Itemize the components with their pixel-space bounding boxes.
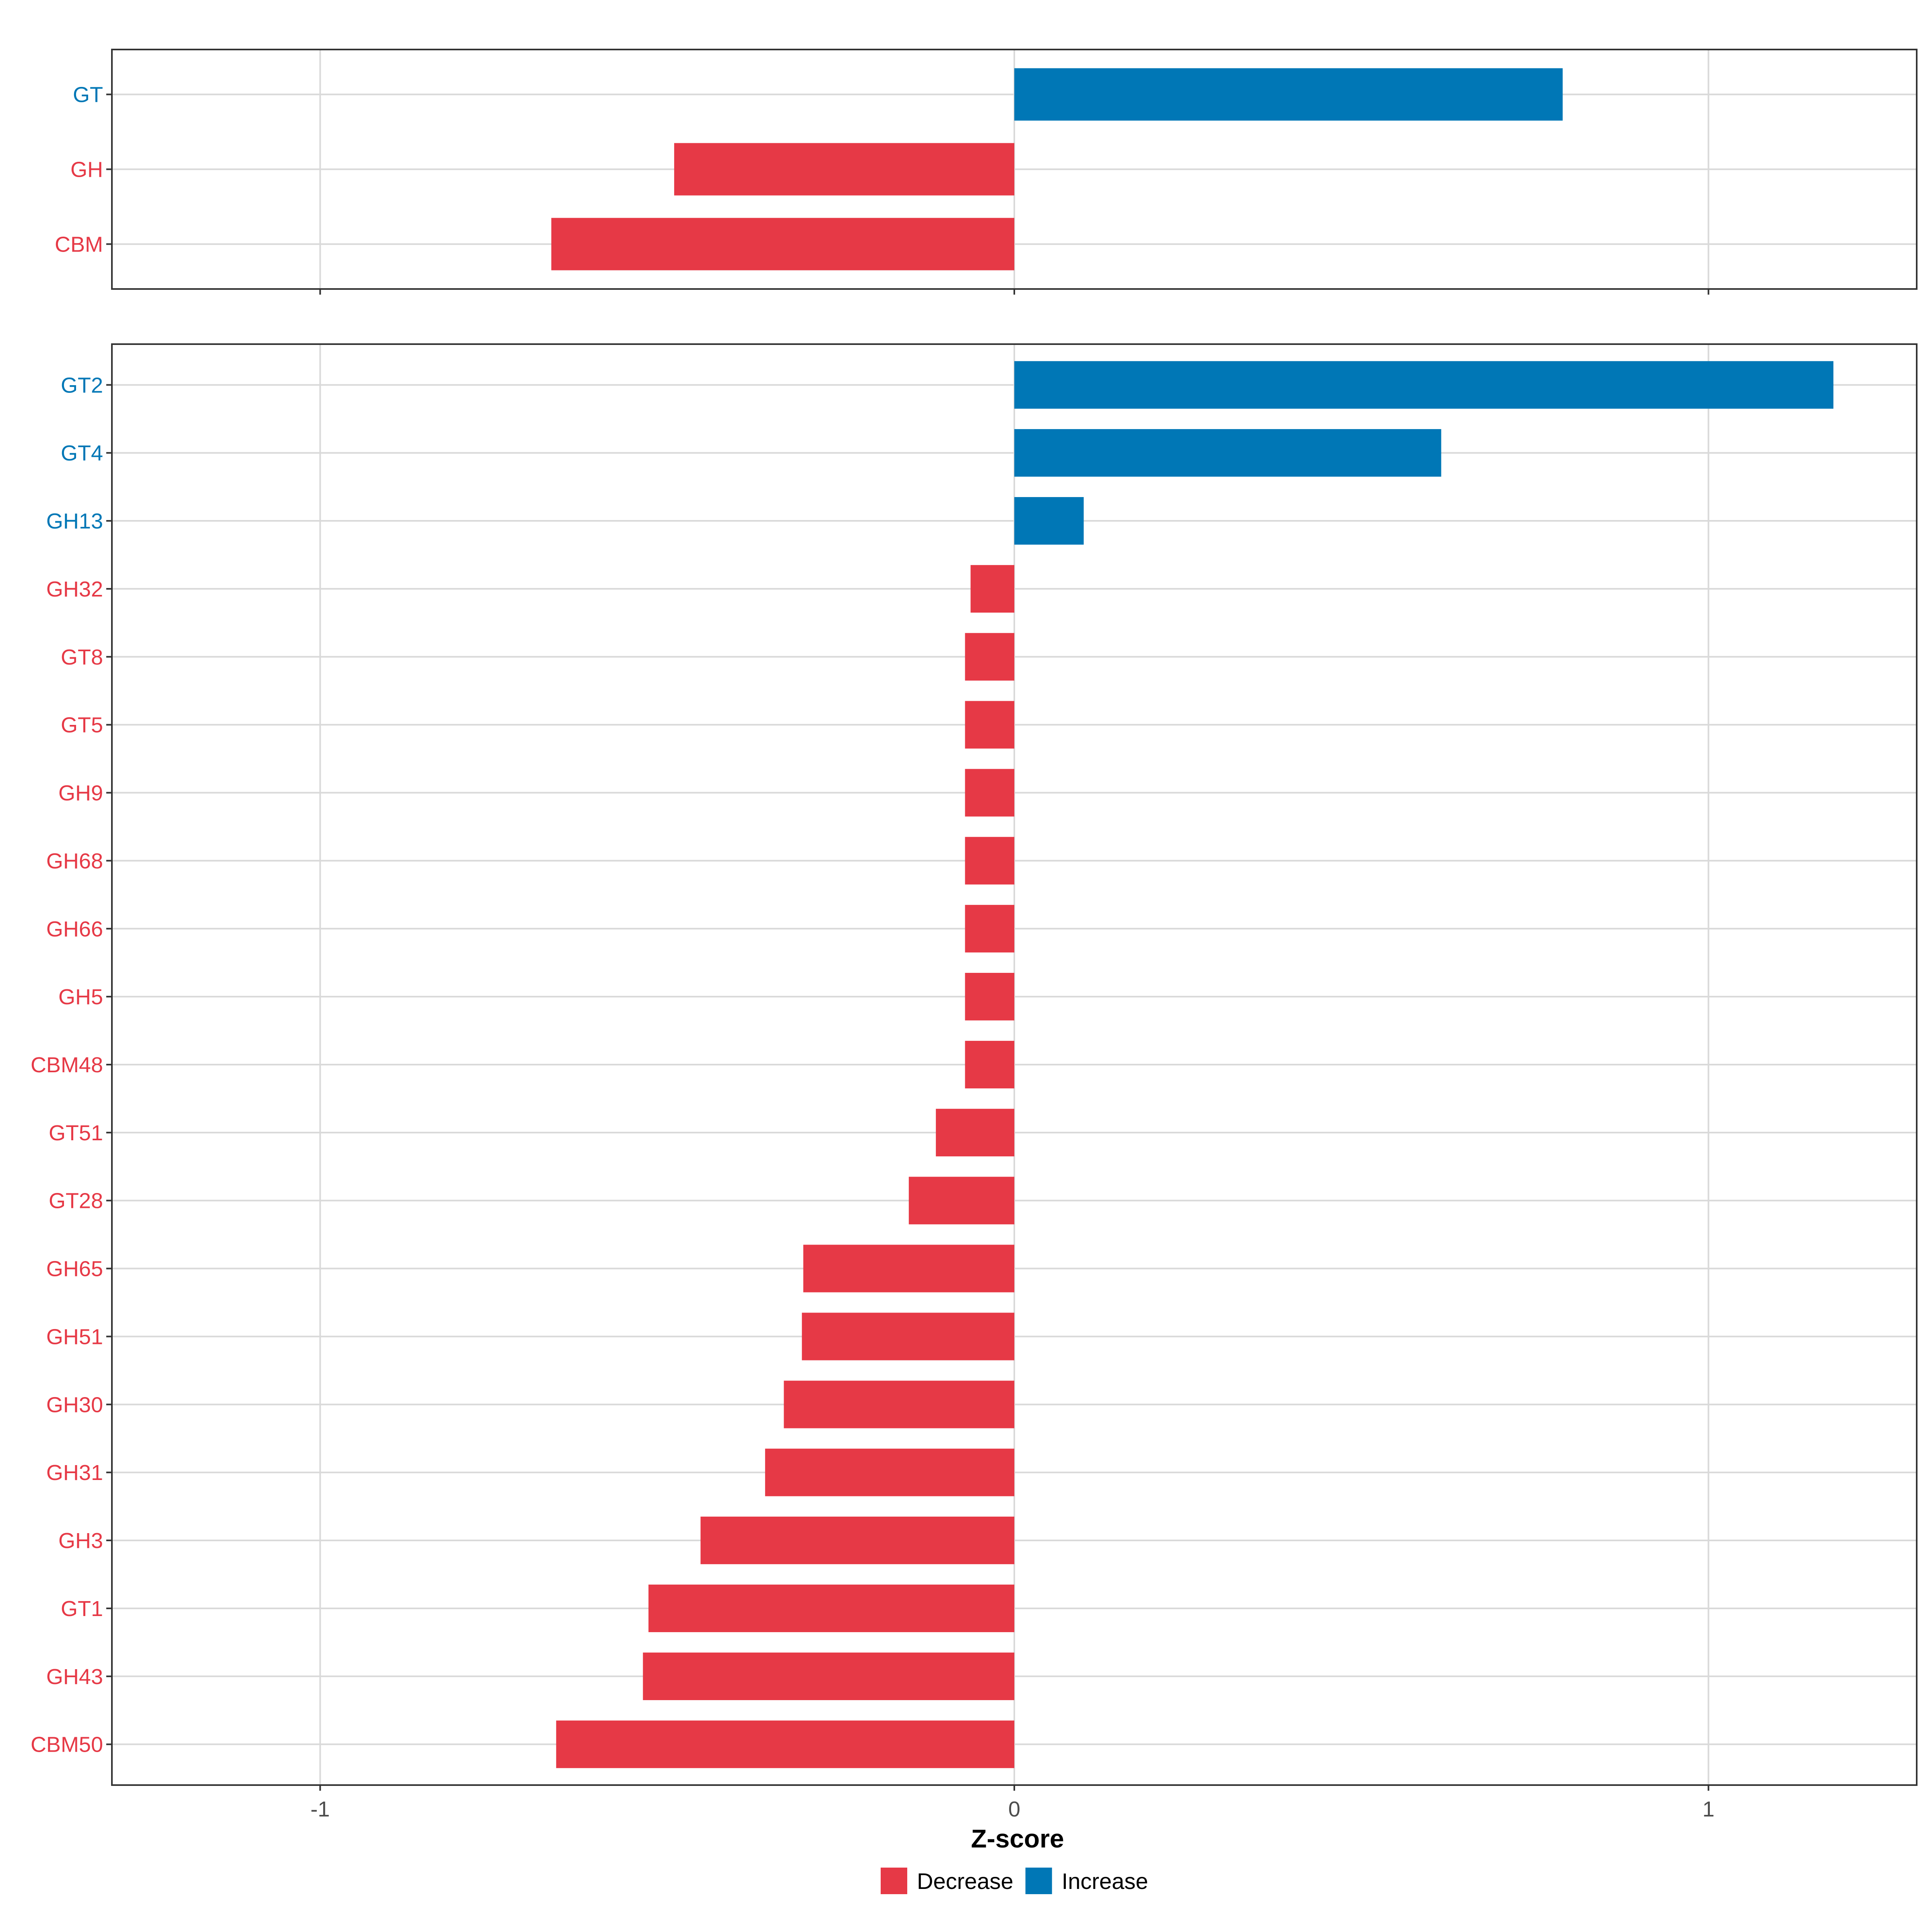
bar-gh31: [765, 1449, 1014, 1496]
y-tick-label-cbm48: CBM48: [31, 1053, 103, 1077]
y-tick-label-gt1: GT1: [61, 1597, 103, 1621]
legend-item-increase: Increase: [1025, 1868, 1148, 1894]
y-tick-label-gh43: GH43: [46, 1665, 103, 1689]
y-tick-label-gt: GT: [73, 83, 103, 107]
y-tick-label-gh31: GH31: [46, 1461, 103, 1485]
panel-2: GT2 GT4 GH13 GH32 GT8 GT5 GH9 GH68 GH66 GH5 CBM48 G…: [31, 343, 1918, 1791]
bar-gt1: [648, 1584, 1014, 1633]
x-tick-label: -1: [310, 1797, 330, 1821]
bar-gt8: [965, 633, 1014, 681]
bar-gt5: [965, 701, 1014, 749]
legend-label: Increase: [1062, 1868, 1148, 1894]
y-tick-label-cbm: CBM: [55, 232, 103, 256]
y-tick-label-gt5: GT5: [61, 713, 103, 737]
y-tick-label-gh3: GH3: [58, 1529, 103, 1553]
bar-gh51: [802, 1313, 1014, 1360]
y-tick-label-gt4: GT4: [61, 441, 103, 465]
bar-gt28: [908, 1177, 1014, 1224]
bar-gh43: [643, 1652, 1014, 1700]
y-tick-label-gt8: GT8: [61, 645, 103, 669]
bar-gh65: [803, 1245, 1014, 1292]
y-tick-label-gh5: GH5: [58, 985, 103, 1009]
y-tick-label-gh65: GH65: [46, 1257, 103, 1281]
legend-label: Decrease: [917, 1868, 1013, 1894]
y-tick-label-gh9: GH9: [58, 781, 103, 805]
x-axis: -1 0 1: [310, 1797, 1714, 1821]
bar-gh66: [965, 905, 1014, 953]
bar-gh3: [700, 1516, 1014, 1565]
y-tick-label-gt51: GT51: [49, 1121, 103, 1145]
x-tick-label: 1: [1703, 1797, 1715, 1821]
y-tick-label-gh66: GH66: [46, 917, 103, 941]
panel-1: GT GH CBM: [55, 49, 1918, 295]
bar-gt2: [1014, 361, 1834, 409]
y-tick-label-cbm50: CBM50: [31, 1733, 103, 1757]
y-tick-label-gh13: GH13: [46, 509, 103, 533]
legend-swatch: [1025, 1868, 1052, 1894]
legend-item-decrease: Decrease: [881, 1868, 1013, 1894]
y-tick-label-gh32: GH32: [46, 577, 103, 601]
y-tick-label-gt2: GT2: [61, 373, 103, 397]
chart-panels: GT GH CBM GT2 GT4 GH13 GH32 GT8 GT5 GH9 GH68 GH66 GH…: [31, 49, 1918, 1791]
bar-cbm50: [556, 1720, 1014, 1768]
y-tick-label-gh: GH: [70, 158, 103, 182]
bar-gh68: [965, 837, 1014, 885]
legend-swatch: [881, 1868, 907, 1894]
bar-cbm: [551, 218, 1014, 270]
legend: Decrease Increase: [881, 1868, 1148, 1894]
bar-gh30: [784, 1381, 1014, 1428]
bar-gt51: [936, 1108, 1014, 1156]
y-tick-label-gh68: GH68: [46, 849, 103, 873]
bar-gh: [674, 143, 1014, 196]
bar-gh13: [1014, 497, 1084, 545]
x-tick-label: 0: [1008, 1797, 1020, 1821]
y-tick-label-gt28: GT28: [49, 1189, 103, 1213]
bar-gh9: [965, 769, 1014, 817]
bar-gh5: [965, 973, 1014, 1021]
bar-gt: [1014, 68, 1563, 121]
y-tick-label-gh51: GH51: [46, 1325, 103, 1349]
bar-cbm48: [965, 1040, 1014, 1089]
x-axis-title: Z-score: [971, 1824, 1064, 1853]
y-tick-label-gh30: GH30: [46, 1393, 103, 1417]
bar-gh32: [970, 565, 1014, 613]
bar-gt4: [1014, 429, 1441, 477]
